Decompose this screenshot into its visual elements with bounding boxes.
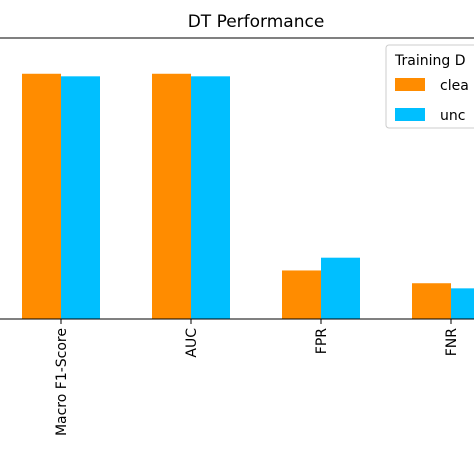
x-tick-label: FNR: [444, 328, 460, 357]
legend-label-unc: unc: [440, 108, 465, 124]
plot-area: Macro F1-Score AUC FPR FNR: [0, 37, 474, 436]
bar-fnr-clea: [412, 283, 451, 319]
bar-fnr-unc: [451, 288, 474, 319]
x-tick-label: Macro F1-Score: [54, 328, 70, 436]
bar-macro-f1-score-unc: [61, 76, 100, 320]
legend-title: Training D: [394, 53, 465, 69]
bar-fpr-unc: [321, 257, 360, 319]
chart-title: DT Performance: [188, 12, 325, 32]
x-tick-label: AUC: [184, 328, 200, 358]
x-tick-label: FPR: [314, 328, 330, 354]
bar-fpr-clea: [282, 270, 321, 319]
legend-frame: [385, 44, 474, 129]
legend-entries: clea unc: [395, 78, 469, 124]
legend-swatch-clea: [395, 78, 425, 91]
legend: Training D clea unc: [385, 44, 474, 129]
legend-swatch-unc: [395, 108, 425, 121]
bar-auc-unc: [191, 76, 230, 320]
bar-macro-f1-score-clea: [22, 73, 61, 319]
bar-auc-clea: [152, 73, 191, 319]
legend-label-clea: clea: [440, 78, 469, 94]
